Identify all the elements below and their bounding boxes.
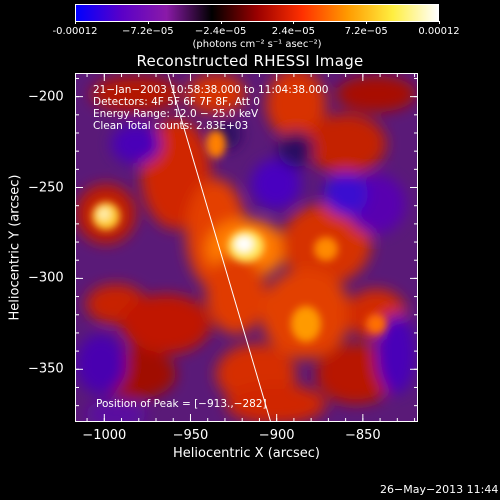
y-tick-label: −200 [28, 89, 64, 105]
emission-blob [76, 334, 126, 394]
emission-blob [278, 131, 314, 167]
timestamp: 26−May−2013 11:44 [380, 483, 499, 496]
emission-blob [324, 172, 368, 216]
emission-blob [86, 399, 146, 421]
colorbar-tick-mark [147, 21, 149, 24]
colorbar-units: (photons cm⁻² s⁻¹ asec⁻²) [192, 39, 322, 50]
peak-position-label: Position of Peak = [−913.,−282] [96, 398, 267, 410]
x-tick-label: −850 [344, 428, 381, 443]
rhessi-image: 21−Jan−2003 10:58:38.000 to 11:04:38.000… [75, 73, 418, 422]
colorbar-tick-mark [75, 21, 76, 24]
annotation-detectors: Detectors: 4F 5F 6F 7F 8F, Att 0 [93, 96, 260, 108]
colorbar-tick-label: 2.4e−05 [271, 26, 315, 37]
emission-blob [336, 76, 416, 112]
x-tick-label: −900 [258, 428, 295, 443]
colorbar-tick-label: −2.4e−05 [194, 26, 247, 37]
colorbar-gradient [76, 5, 438, 21]
colorbar-tick-mark [220, 21, 222, 24]
emission-blob [251, 159, 301, 209]
y-tick-label: −350 [28, 361, 64, 377]
x-axis-label: Heliocentric X (arcsec) [173, 446, 320, 461]
emission-blob [316, 344, 396, 404]
y-tick-label: −250 [28, 180, 64, 196]
emission-core [206, 130, 226, 158]
annotation-time: 21−Jan−2003 10:58:38.000 to 11:04:38.000 [93, 84, 329, 96]
colorbar-tick-mark [366, 21, 368, 24]
y-axis-label: Heliocentric Y (arcsec) [7, 174, 23, 321]
annotation-counts: Clean Total counts: 2.83E+03 [93, 120, 249, 132]
y-tick-label: −300 [28, 270, 64, 286]
colorbar [75, 4, 439, 22]
emission-blob [186, 74, 246, 114]
emission-blob [206, 254, 266, 334]
emission-core [314, 237, 338, 261]
emission-blob [111, 124, 161, 164]
colorbar-tick-label: −7.2e−05 [122, 26, 174, 37]
x-tick-label: −950 [172, 428, 209, 443]
emission-core [291, 306, 321, 342]
emission-blob [226, 384, 326, 421]
emission-blob [121, 294, 211, 354]
colorbar-tick-label: -0.00012 [52, 26, 98, 37]
x-tick-label: −1000 [82, 428, 127, 443]
colorbar-tick-label: 7.2e−05 [344, 26, 388, 37]
annotation-energy: Energy Range: 12.0 − 25.0 keV [93, 108, 259, 120]
emission-blob [306, 114, 386, 174]
emission-blob [91, 76, 181, 112]
emission-blob [266, 74, 326, 139]
colorbar-tick-mark [439, 21, 440, 24]
emission-core [98, 208, 110, 220]
plot-title: Reconstructed RHESSI Image [136, 52, 364, 70]
limb-line [167, 74, 271, 421]
emission-core [235, 236, 253, 252]
colorbar-tick-label: 0.00012 [418, 26, 460, 37]
image-map [76, 74, 417, 421]
emission-core [366, 314, 386, 334]
emission-blob [376, 314, 416, 394]
colorbar-tick-mark [293, 21, 295, 24]
